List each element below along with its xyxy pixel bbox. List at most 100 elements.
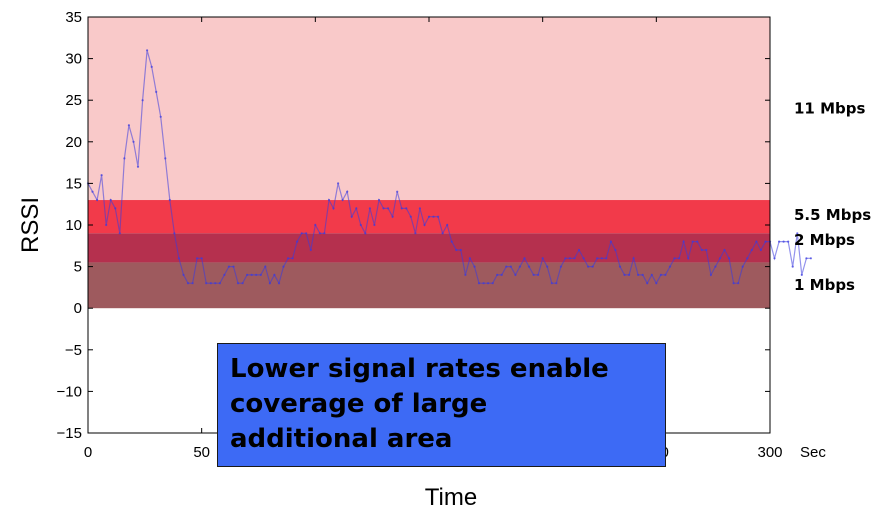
rssi-point	[332, 207, 335, 210]
rssi-point	[778, 240, 781, 243]
rssi-point	[637, 273, 640, 276]
rssi-point	[350, 215, 353, 218]
rssi-point	[500, 273, 503, 276]
rssi-point	[246, 273, 249, 276]
rssi-point	[450, 240, 453, 243]
rssi-point	[650, 273, 653, 276]
rssi-point	[359, 223, 362, 227]
rssi-point	[259, 273, 262, 276]
rssi-point	[805, 257, 808, 260]
rssi-point	[514, 273, 517, 276]
rssi-point	[518, 265, 522, 268]
rssi-point	[409, 215, 412, 218]
rssi-point	[541, 257, 544, 260]
rssi-point	[337, 182, 340, 185]
rssi-point	[114, 207, 117, 210]
rssi-point	[314, 223, 317, 227]
rssi-point	[118, 232, 121, 235]
rssi-point	[728, 257, 731, 260]
rssi-point	[741, 265, 744, 268]
y-tick-label: 30	[65, 51, 82, 68]
rssi-point	[668, 265, 672, 268]
rssi-point	[591, 265, 594, 268]
rssi-point	[441, 232, 444, 235]
rssi-point	[473, 265, 476, 268]
y-tick-label: 10	[65, 217, 82, 234]
x-axis-title: Time	[425, 484, 477, 511]
rssi-point	[796, 232, 799, 235]
rssi-point	[477, 282, 481, 285]
rssi-point	[614, 248, 617, 252]
rssi-point	[718, 257, 722, 260]
rssi-point	[268, 282, 271, 285]
rate-label-11-mbps: 11 Mbps	[794, 100, 865, 118]
rssi-point	[723, 248, 726, 252]
rssi-point	[582, 257, 585, 260]
rssi-point	[323, 232, 326, 235]
rssi-point	[800, 273, 803, 276]
rssi-point	[678, 257, 681, 260]
rssi-point	[105, 223, 108, 227]
rssi-point	[141, 99, 144, 102]
rssi-point	[291, 257, 294, 260]
rssi-point	[355, 207, 358, 210]
rssi-series	[86, 49, 813, 285]
rssi-point	[218, 282, 221, 285]
rssi-point	[136, 165, 140, 168]
rssi-point	[555, 282, 558, 285]
rssi-point	[200, 257, 203, 260]
rssi-point	[659, 273, 663, 276]
y-tick-label: 25	[65, 92, 82, 109]
rssi-point	[196, 257, 199, 260]
rssi-point	[236, 282, 240, 285]
rssi-point	[564, 257, 567, 260]
rssi-point	[264, 265, 267, 268]
rssi-point	[423, 223, 426, 227]
y-tick-label: 0	[74, 300, 82, 317]
band-2-mbps	[88, 233, 770, 263]
rssi-point	[123, 157, 126, 160]
rssi-point	[241, 282, 244, 285]
rate-label-2-mbps: 2 Mbps	[794, 231, 855, 249]
rssi-point	[755, 240, 758, 243]
rate-bands	[88, 17, 770, 309]
rssi-point	[91, 190, 94, 193]
rssi-point	[732, 282, 735, 285]
rssi-point	[596, 257, 599, 260]
rssi-point	[318, 232, 321, 235]
rssi-point	[605, 257, 608, 260]
rssi-point	[182, 273, 185, 276]
rssi-point	[277, 282, 281, 285]
rssi-point	[482, 282, 485, 285]
rssi-point	[709, 273, 713, 276]
rssi-point	[600, 257, 603, 260]
rssi-point	[405, 207, 408, 210]
rssi-point	[273, 273, 276, 276]
rssi-point	[559, 265, 563, 268]
rssi-point	[387, 207, 390, 210]
y-tick-label: 15	[65, 175, 82, 192]
rssi-point	[373, 223, 376, 227]
rssi-point	[468, 257, 471, 260]
rssi-point	[382, 207, 385, 210]
rssi-point	[287, 257, 290, 260]
y-tick-label: 5	[74, 259, 82, 276]
rssi-point	[691, 240, 694, 243]
rssi-point	[587, 265, 590, 268]
rssi-point	[341, 198, 344, 202]
rssi-point	[186, 282, 190, 285]
rssi-point	[209, 282, 212, 285]
rssi-point	[532, 273, 535, 276]
rssi-point	[773, 257, 776, 260]
rssi-point	[437, 215, 440, 218]
rssi-point	[223, 273, 226, 276]
x-tick-label: 300	[757, 444, 782, 461]
rssi-point	[391, 215, 394, 218]
rssi-point	[173, 232, 176, 235]
band-11-mbps	[88, 17, 770, 201]
rssi-point	[573, 257, 576, 260]
rssi-point	[568, 257, 572, 260]
rssi-point	[150, 65, 153, 68]
rssi-point	[255, 273, 258, 276]
rssi-point	[655, 282, 658, 285]
